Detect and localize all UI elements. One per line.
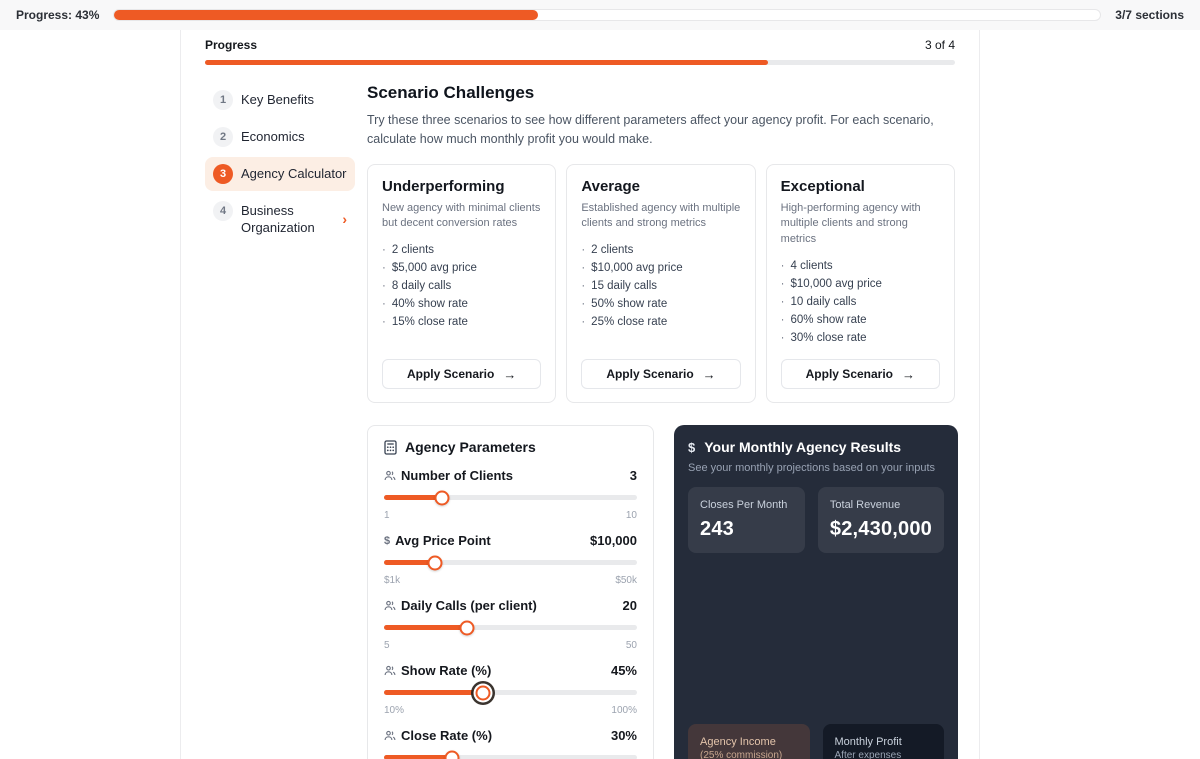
monthly-results-panel: $ Your Monthly Agency Results See your m… bbox=[674, 425, 958, 759]
step-number-badge: 1 bbox=[213, 90, 233, 110]
param-number-of-clients: Number of Clients 3 1 10 bbox=[384, 468, 637, 522]
agency-income-card: Agency Income (25% commission) $607,500 bbox=[688, 724, 810, 759]
dollar-icon: $ bbox=[688, 439, 696, 455]
dollar-icon: $ bbox=[384, 534, 391, 547]
arrow-right-icon: → bbox=[902, 366, 915, 382]
stat-item: 25% close rate bbox=[581, 314, 740, 332]
top-progress-label: Progress: 43% bbox=[16, 8, 100, 22]
scenario-stats-list: 2 clients $5,000 avg price 8 daily calls… bbox=[382, 242, 541, 331]
calculator-icon bbox=[384, 440, 397, 455]
show-rate-slider[interactable] bbox=[384, 685, 637, 701]
step-number-badge: 2 bbox=[213, 127, 233, 147]
stat-item: 4 clients bbox=[781, 258, 940, 276]
close-rate-slider[interactable] bbox=[384, 750, 637, 759]
stat-item: 15 daily calls bbox=[581, 278, 740, 296]
results-title: Your Monthly Agency Results bbox=[704, 439, 902, 456]
stat-item: $10,000 avg price bbox=[581, 260, 740, 278]
apply-scenario-button[interactable]: Apply Scenario → bbox=[581, 359, 741, 390]
people-icon bbox=[384, 470, 396, 481]
closes-per-month-card: Closes Per Month 243 bbox=[688, 487, 805, 554]
monthly-profit-card: Monthly Profit After expenses $364,500 bbox=[822, 724, 944, 759]
sections-counter: 3/7 sections bbox=[1115, 8, 1184, 22]
results-top-cards: Closes Per Month 243 Total Revenue $2,43… bbox=[688, 487, 944, 554]
chevron-right-icon: › bbox=[342, 210, 347, 227]
price-slider[interactable] bbox=[384, 555, 637, 571]
scenario-card-underperforming: Underperforming New agency with minimal … bbox=[367, 163, 557, 404]
page-title: Scenario Challenges bbox=[367, 83, 535, 102]
slider-thumb[interactable] bbox=[444, 750, 460, 759]
module-progress-header: Progress 3 of 4 bbox=[205, 38, 955, 52]
results-subtitle: See your monthly projections based on yo… bbox=[688, 462, 936, 475]
sidebar-item-agency-calculator[interactable]: 3 Agency Calculator bbox=[205, 157, 355, 191]
total-revenue-card: Total Revenue $2,430,000 bbox=[817, 487, 944, 554]
param-value: 3 bbox=[629, 468, 637, 484]
stat-item: 15% close rate bbox=[382, 314, 541, 332]
sidebar-item-economics[interactable]: 2 Economics bbox=[205, 120, 355, 154]
scenario-card-exceptional: Exceptional High-performing agency with … bbox=[765, 163, 955, 404]
clients-slider[interactable] bbox=[384, 490, 637, 506]
results-bottom-cards: Agency Income (25% commission) $607,500 … bbox=[688, 724, 944, 759]
param-avg-price-point: $ Avg Price Point $10,000 $1k $50k bbox=[384, 533, 637, 587]
param-close-rate: Close Rate (%) 30% 5% 100% bbox=[384, 728, 637, 759]
param-value: $10,000 bbox=[590, 533, 637, 549]
slider-thumb[interactable] bbox=[459, 620, 475, 636]
lesson-sidebar: 1 Key Benefits 2 Economics 3 Agency Calc… bbox=[205, 83, 355, 759]
lesson-content: Progress 3 of 4 1 Key Benefits 2 Economi… bbox=[180, 30, 980, 759]
page-description: Try these three scenarios to see how dif… bbox=[367, 113, 934, 146]
slider-thumb-focused[interactable] bbox=[475, 685, 491, 701]
people-icon bbox=[384, 600, 396, 611]
scenario-card-average: Average Established agency with multiple… bbox=[566, 163, 756, 404]
scenario-stats-list: 2 clients $10,000 avg price 15 daily cal… bbox=[581, 242, 740, 331]
step-number-badge: 4 bbox=[213, 201, 233, 221]
top-progress-bar: Progress: 43% 3/7 sections bbox=[0, 0, 1200, 30]
param-show-rate: Show Rate (%) 45% 10% 100% bbox=[384, 663, 637, 717]
scenario-cards: Underperforming New agency with minimal … bbox=[367, 163, 955, 404]
apply-scenario-button[interactable]: Apply Scenario → bbox=[780, 359, 940, 390]
stat-item: $10,000 avg price bbox=[781, 276, 940, 294]
stat-item: 50% show rate bbox=[581, 296, 740, 314]
agency-parameters-panel: Agency Parameters Number of Clients 3 bbox=[367, 425, 654, 759]
module-progress-fill bbox=[205, 60, 768, 65]
step-number-badge: 3 bbox=[213, 164, 233, 184]
arrow-right-icon: → bbox=[702, 366, 716, 382]
stat-item: 40% show rate bbox=[382, 296, 541, 314]
param-value: 20 bbox=[622, 598, 637, 614]
parameters-title: Agency Parameters bbox=[405, 439, 536, 456]
stat-item: 60% show rate bbox=[781, 312, 940, 330]
people-icon bbox=[384, 730, 396, 741]
slider-thumb[interactable] bbox=[434, 490, 450, 506]
stat-item: 2 clients bbox=[581, 242, 740, 260]
top-progress-fill bbox=[114, 10, 539, 20]
stat-item: 2 clients bbox=[382, 242, 541, 260]
arrow-right-icon: → bbox=[503, 366, 517, 382]
people-icon bbox=[384, 665, 396, 676]
module-progress-count: 3 of 4 bbox=[924, 38, 955, 52]
scenario-stats-list: 4 clients $10,000 avg price 10 daily cal… bbox=[781, 258, 940, 347]
sidebar-item-business-organization[interactable]: 4 Business Organization › bbox=[205, 194, 355, 244]
module-progress-title: Progress bbox=[205, 38, 258, 52]
module-progress-track bbox=[205, 60, 955, 65]
daily-calls-slider[interactable] bbox=[384, 620, 637, 636]
stat-item: 10 daily calls bbox=[781, 294, 940, 312]
apply-scenario-button[interactable]: Apply Scenario → bbox=[382, 359, 542, 390]
sidebar-item-key-benefits[interactable]: 1 Key Benefits bbox=[205, 83, 355, 117]
stat-item: $5,000 avg price bbox=[382, 260, 541, 278]
param-value: 45% bbox=[610, 663, 637, 679]
param-daily-calls: Daily Calls (per client) 20 5 50 bbox=[384, 598, 637, 652]
stat-item: 30% close rate bbox=[781, 330, 940, 348]
scenario-section: Scenario Challenges Try these three scen… bbox=[367, 83, 958, 759]
top-progress-track bbox=[113, 9, 1102, 21]
stat-item: 8 daily calls bbox=[382, 278, 541, 296]
param-value: 30% bbox=[610, 728, 637, 744]
slider-thumb[interactable] bbox=[427, 555, 443, 571]
